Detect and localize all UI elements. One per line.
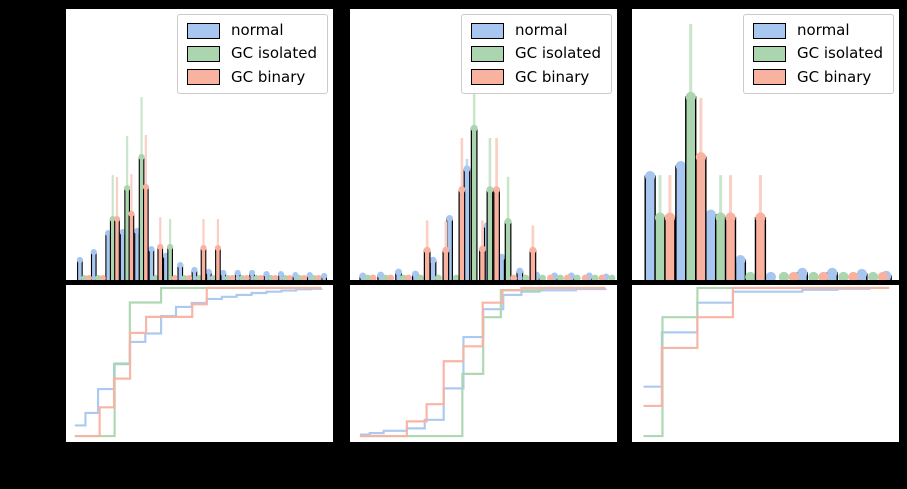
cdf-line-gc_isolated — [359, 286, 606, 438]
legend: normal GC isolated GC binary — [176, 14, 328, 94]
legend-item: normal — [752, 21, 883, 39]
cdf-line-gc_binary — [74, 286, 322, 438]
cdf-line-gc_binary — [643, 286, 890, 408]
cdf-axes — [65, 284, 334, 443]
histogram-plot — [76, 97, 328, 280]
legend-label: normal — [230, 21, 284, 39]
panel-3: normal GC isolated GC binary — [631, 0, 900, 489]
cdf-plot — [643, 286, 890, 438]
legend-item: GC binary — [752, 67, 883, 86]
histogram-axes: normal GC isolated GC binary — [631, 8, 900, 281]
histogram-axes: normal GC isolated GC binary — [65, 8, 334, 281]
legend-label: GC binary — [796, 67, 872, 86]
series-gc_binary-bars — [664, 97, 889, 280]
series-gc_isolated-bars — [364, 63, 616, 280]
series-gc_isolated-bars — [81, 97, 318, 280]
panel-2: normal GC isolated GC binary — [349, 0, 618, 489]
cdf-line-gc_isolated — [643, 286, 890, 438]
legend-swatch — [186, 22, 220, 39]
series-gc_binary-bars — [369, 137, 606, 280]
legend-label: GC isolated — [230, 44, 317, 63]
cdf-line-gc_binary — [359, 286, 606, 438]
histogram-plot — [644, 23, 892, 280]
legend-item: normal — [470, 21, 601, 39]
legend-swatch — [470, 69, 504, 86]
legend-swatch — [470, 45, 504, 62]
series-normal-bars — [76, 227, 328, 280]
legend-label: GC binary — [230, 67, 306, 86]
legend: normal GC isolated GC binary — [460, 14, 612, 94]
histogram-plot — [359, 63, 616, 280]
cdf-plot — [74, 286, 323, 438]
cdf-axes — [631, 284, 900, 443]
legend-swatch — [752, 45, 786, 62]
legend-item: GC isolated — [470, 44, 601, 63]
legend-item: GC isolated — [186, 44, 317, 63]
legend-swatch — [752, 22, 786, 39]
legend: normal GC isolated GC binary — [742, 14, 894, 94]
legend-item: GC binary — [470, 67, 601, 86]
series-gc_binary-bars — [85, 135, 322, 280]
legend-label: GC isolated — [514, 44, 601, 63]
legend-swatch — [470, 22, 504, 39]
cdf-line-normal — [74, 287, 323, 427]
cdf-line-normal — [643, 287, 871, 388]
cdf-line-gc_isolated — [74, 286, 322, 438]
cdf-plot — [359, 286, 607, 438]
legend-label: GC isolated — [796, 44, 883, 63]
legend-swatch — [752, 69, 786, 86]
legend-item: GC binary — [186, 67, 317, 86]
histogram-axes: normal GC isolated GC binary — [349, 8, 618, 281]
legend-item: normal — [186, 21, 317, 39]
legend-label: normal — [796, 21, 850, 39]
legend-label: normal — [514, 21, 568, 39]
legend-swatch — [186, 45, 220, 62]
legend-label: GC binary — [514, 67, 590, 86]
panel-1: normal GC isolated GC binary — [65, 0, 334, 489]
legend-item: GC isolated — [752, 44, 883, 63]
cdf-axes — [349, 284, 618, 443]
legend-swatch — [186, 69, 220, 86]
series-normal-bars — [644, 161, 892, 280]
